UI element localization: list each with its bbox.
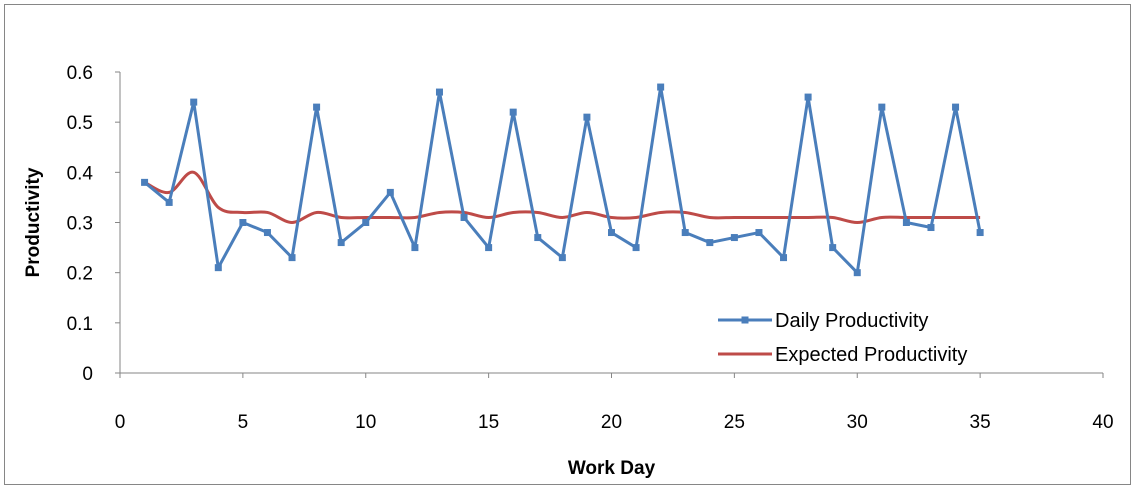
data-point [509,108,517,116]
data-point [927,224,935,232]
legend-marker [741,316,749,324]
y-tick-label: 0.6 [67,63,93,84]
x-tick-label: 25 [724,412,745,433]
data-point [534,234,542,242]
x-tick-label: 15 [478,412,499,433]
x-tick-label: 35 [970,412,991,433]
data-point [976,229,984,237]
x-tick-label: 20 [601,412,622,433]
y-tick-label: 0.2 [67,264,93,285]
expected-productivity-series [143,170,981,224]
y-tick-label: 0.5 [67,113,93,134]
y-tick-label: 0.3 [67,214,93,235]
data-point [755,229,763,237]
data-point [780,254,788,262]
data-point [706,239,714,247]
y-tick-label: 0.4 [67,163,94,184]
data-point [362,219,370,226]
x-tick-label: 5 [238,412,249,433]
x-tick-label: 0 [115,412,126,433]
legend-label: Daily Productivity [775,310,928,332]
data-point [190,98,198,106]
data-point [214,264,222,272]
daily-productivity-line [143,85,982,275]
legend-item-expected-productivity: Expected Productivity [718,344,967,366]
x-tick-label: 40 [1092,412,1113,433]
data-point [435,88,443,96]
expected-productivity-line [143,170,981,224]
line-chart: 0 0.1 0.2 0.3 0.4 0.5 0.6 0 5 10 15 20 25 30 35 40 Pro… [23,63,1114,479]
series-layer [141,83,984,277]
data-point [386,188,394,196]
data-point [952,103,960,111]
data-point [558,254,566,262]
axes [119,72,1103,374]
x-tick-labels: 0 5 10 15 20 25 30 35 40 [115,373,1114,433]
data-point [460,213,468,221]
x-tick-label: 10 [355,412,376,433]
data-point [730,234,738,242]
data-point [804,93,812,101]
data-point [878,103,886,111]
data-point [583,113,591,121]
legend-item-daily-productivity: Daily Productivity [718,310,928,332]
data-point [853,269,861,277]
data-point [681,229,689,237]
data-point [337,239,345,247]
data-point [239,219,247,226]
x-axis-title: Work Day [568,458,656,479]
data-point [902,219,910,226]
daily-productivity-series [141,83,984,277]
legend: Daily Productivity Expected Productivity [718,310,967,366]
data-point [829,244,837,252]
data-point [632,244,640,252]
data-point [313,103,321,111]
data-point [263,229,271,237]
data-point [288,254,296,262]
y-tick-labels: 0 0.1 0.2 0.3 0.4 0.5 0.6 [67,63,120,385]
data-point [608,229,615,237]
data-point [657,83,665,91]
data-point [141,178,149,186]
y-axis-title: Productivity [23,167,44,277]
x-tick-label: 30 [847,412,868,433]
legend-label: Expected Productivity [775,344,967,366]
y-tick-label: 0 [82,364,93,385]
data-point [165,198,173,206]
data-point [411,244,419,252]
data-point [485,244,493,252]
y-tick-label: 0.1 [67,314,93,335]
chart-frame: 0 0.1 0.2 0.3 0.4 0.5 0.6 0 5 10 15 20 25 30 35 40 Pro… [4,4,1131,485]
